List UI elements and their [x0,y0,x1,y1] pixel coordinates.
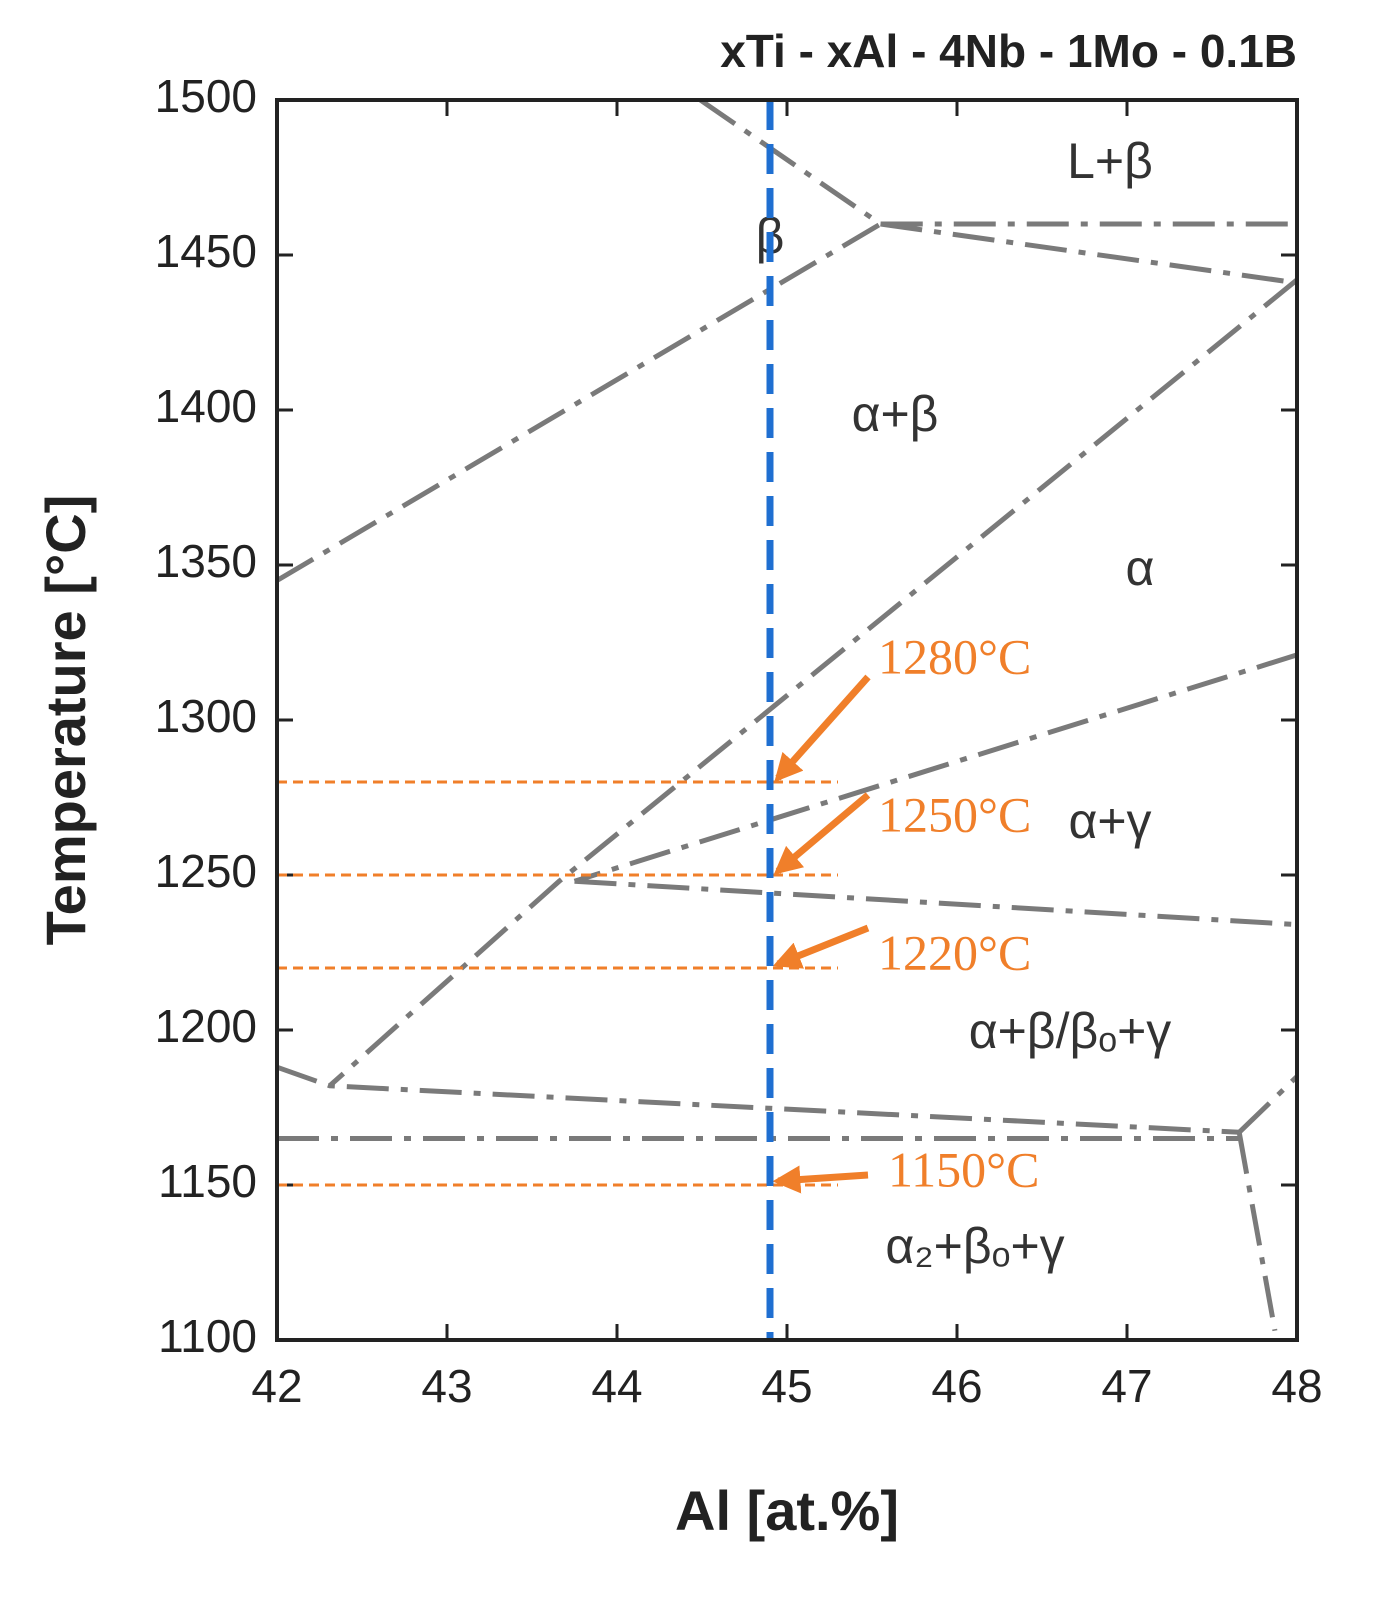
region-label: α+β [852,386,939,442]
y-axis-label: Temperature [°C] [34,495,97,946]
y-tick-label: 1100 [158,1310,257,1362]
x-tick-label: 45 [761,1360,812,1412]
plot-frame [275,98,1299,1342]
x-tick-label: 42 [251,1360,302,1412]
phase-boundary [275,221,882,583]
x-tick-label: 48 [1271,1360,1322,1412]
region-label: α+β/βₒ+γ [969,1003,1172,1059]
x-tick-label: 43 [421,1360,472,1412]
x-tick-label: 44 [591,1360,642,1412]
y-tick-label: 1450 [155,225,257,277]
phase-boundary [573,652,1298,884]
phase-boundary [276,1064,1240,1135]
temperature-label: 1250°C [878,786,1031,842]
x-axis-label: Al [at.%] [675,1479,899,1542]
phase-boundary [1237,1074,1299,1135]
arrow [774,674,871,783]
phase-boundary [880,221,1298,286]
temperature-label: 1280°C [878,628,1031,684]
phase-boundary [328,277,1299,1088]
y-tick-label: 1500 [155,70,257,122]
y-tick-label: 1350 [155,535,257,587]
phase-boundary [574,878,1298,928]
region-label: L+β [1067,133,1153,189]
y-tick-label: 1200 [155,1000,257,1052]
y-tick-label: 1300 [155,690,257,742]
y-tick-label: 1150 [158,1155,257,1207]
x-tick-label: 47 [1101,1360,1152,1412]
temperature-label: 1220°C [878,924,1031,980]
region-label: α₂+βₒ+γ [885,1218,1064,1274]
arrow [772,1165,869,1194]
phase-boundary [698,97,1297,227]
chart-title: xTi - xAl - 4Nb - 1Mo - 0.1B [720,25,1297,77]
arrow [772,924,870,969]
temperature-label: 1150°C [888,1141,1040,1197]
phase-boundary [1236,1131,1278,1332]
y-tick-label: 1250 [155,845,257,897]
region-label: α [1126,540,1155,596]
x-tick-label: 46 [931,1360,982,1412]
arrow [773,792,871,875]
region-label: α+γ [1068,793,1151,849]
y-tick-label: 1400 [155,380,257,432]
